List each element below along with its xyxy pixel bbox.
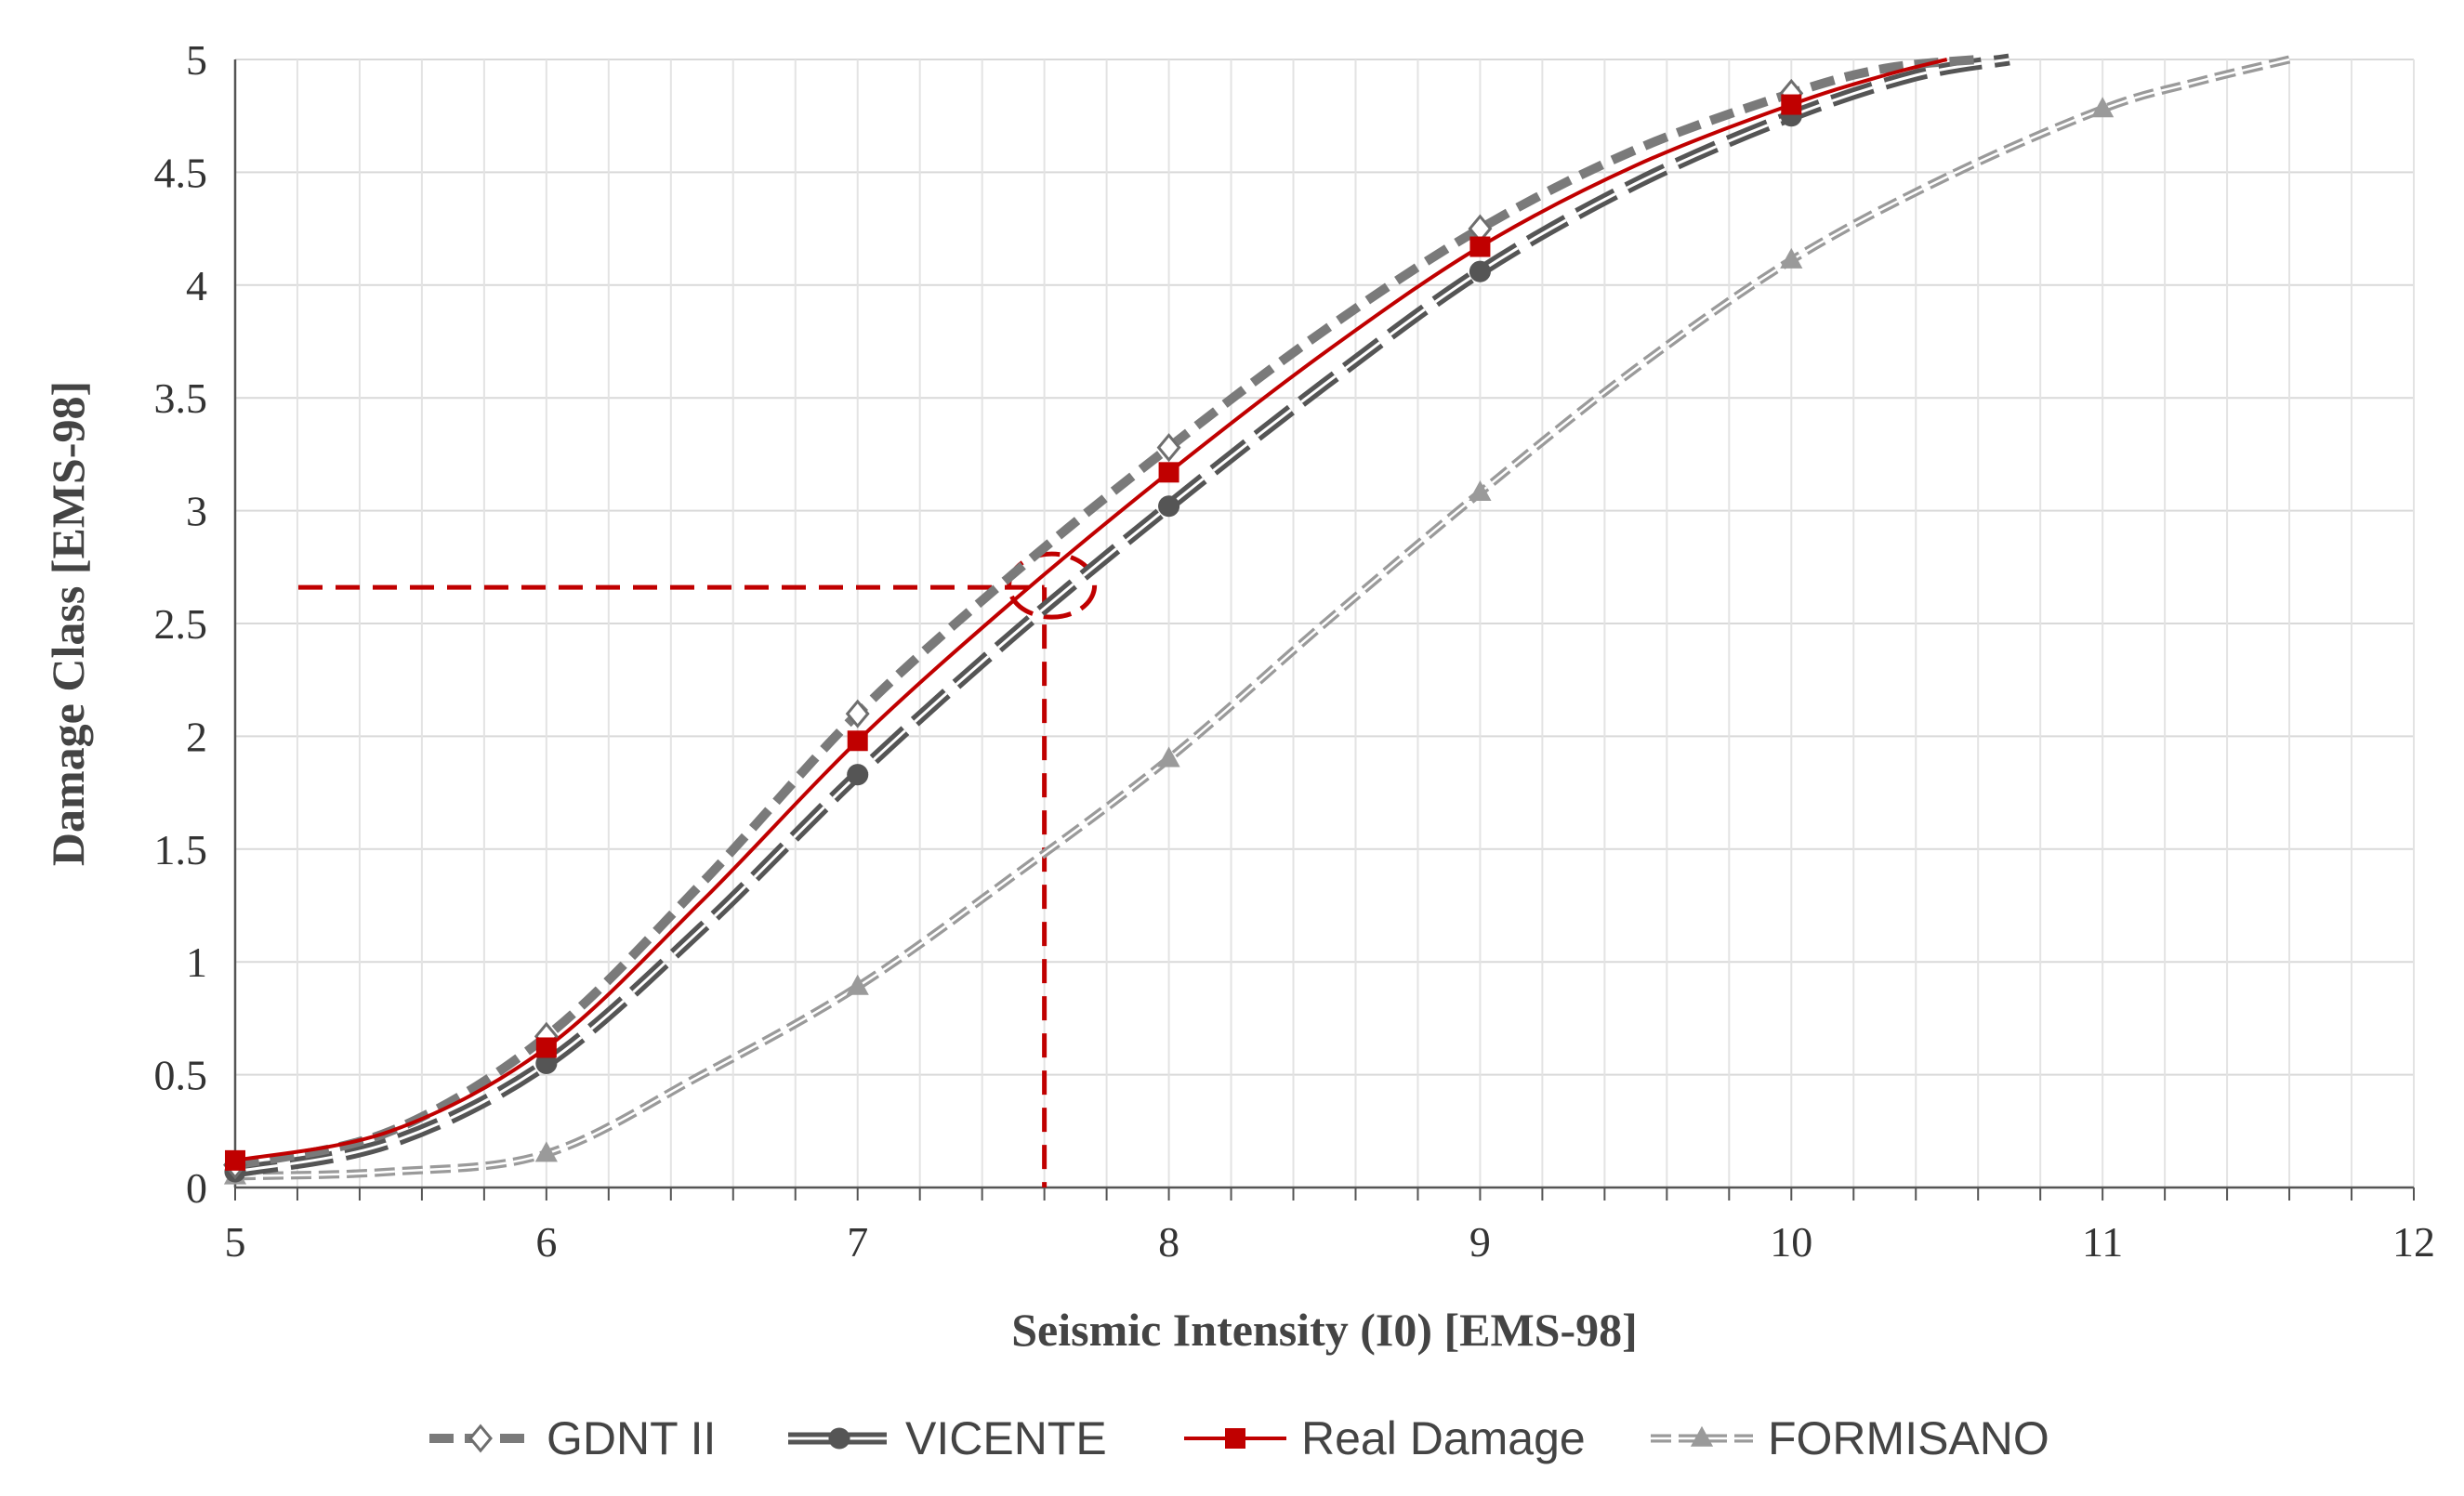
marker-formisano [534,1141,558,1162]
x-tick-label: 11 [2082,1218,2123,1266]
series-formisano-line [234,55,2291,1181]
legend-formisano: FORMISANO [1651,1412,2049,1464]
series-real-damage-line-path [234,58,1948,1162]
y-tick-label: 3 [186,488,207,535]
marker-real-damage [1781,94,1802,115]
annotation-ellipse [1007,551,1098,620]
marker-real-damage [535,1037,557,1058]
marker-formisano [1157,746,1180,768]
annotation [298,551,1098,1188]
marker-vicente [1469,260,1491,282]
x-axis-title: Seismic Intensity (I0) [EMS-98] [1011,1304,1638,1356]
legend-gdnt-ii: GDNT II [429,1412,716,1464]
y-tick-label: 2 [186,713,207,760]
legend-real-damage-marker [1225,1428,1245,1449]
marker-real-damage [225,1149,245,1171]
y-tick-label: 3.5 [154,374,208,422]
x-tick-label: 10 [1770,1218,1812,1266]
marker-vicente [847,764,869,786]
marker-real-damage [1469,236,1491,257]
y-tick-label: 5 [186,36,207,84]
series-formisano-line-path-inner [234,58,2290,1178]
legend-formisano-label: FORMISANO [1768,1412,2049,1464]
legend: GDNT II VICENTE Real Damage FORMISANO [429,1412,2049,1464]
tick-labels: 5 6 7 8 9 10 11 12 0 0.5 1 1.5 2 2.5 3 3.5 4 4.5 5 [154,36,2436,1266]
legend-real-damage-label: Real Damage [1301,1412,1586,1464]
marker-gdnt-ii [1156,433,1181,463]
y-tick-label: 4.5 [154,149,208,196]
marker-vicente [535,1052,558,1075]
x-tick-label: 9 [1469,1218,1491,1266]
y-axis-title: Damage Class [EMS-98] [42,381,94,866]
marker-formisano [1780,247,1803,269]
y-tick-label: 1.5 [154,826,208,873]
series-gdnt-ii-line [233,55,1979,1170]
y-tick-label: 0 [186,1164,207,1212]
marker-formisano [1469,479,1492,501]
legend-vicente: VICENTE [788,1412,1107,1464]
y-tick-label: 1 [186,938,207,986]
marker-real-damage [847,730,868,752]
series-real-damage-line [234,58,1948,1162]
series-vicente-line-path-inner [234,58,2009,1174]
legend-formisano-marker [1690,1425,1714,1447]
series-vicente-line [233,53,2010,1178]
x-tick-label: 6 [535,1218,557,1266]
legend-gdnt-ii-label: GDNT II [547,1412,716,1464]
marker-vicente [1158,495,1180,518]
y-tick-label: 4 [186,262,207,309]
markers [223,78,2115,1185]
marker-real-damage [1158,462,1179,483]
y-tick-label: 0.5 [154,1052,208,1099]
x-tick-label: 8 [1158,1218,1179,1266]
legend-real-damage: Real Damage [1184,1412,1586,1464]
series-gdnt-ii-line-path [233,55,1979,1170]
series-vicente-line-path [233,53,2010,1178]
marker-formisano [846,974,869,995]
marker-gdnt-ii [845,699,870,728]
legend-gdnt-ii-marker [468,1424,493,1453]
series-formisano-line-path [234,55,2291,1181]
series [233,53,2291,1181]
x-tick-label: 7 [847,1218,868,1266]
y-tick-label: 2.5 [154,600,208,648]
axes [233,59,2415,1201]
legend-vicente-marker [828,1427,850,1450]
legend-vicente-label: VICENTE [905,1412,1107,1464]
x-tick-label: 5 [225,1218,246,1266]
marker-formisano [2091,97,2115,118]
x-tick-label: 12 [2392,1218,2435,1266]
